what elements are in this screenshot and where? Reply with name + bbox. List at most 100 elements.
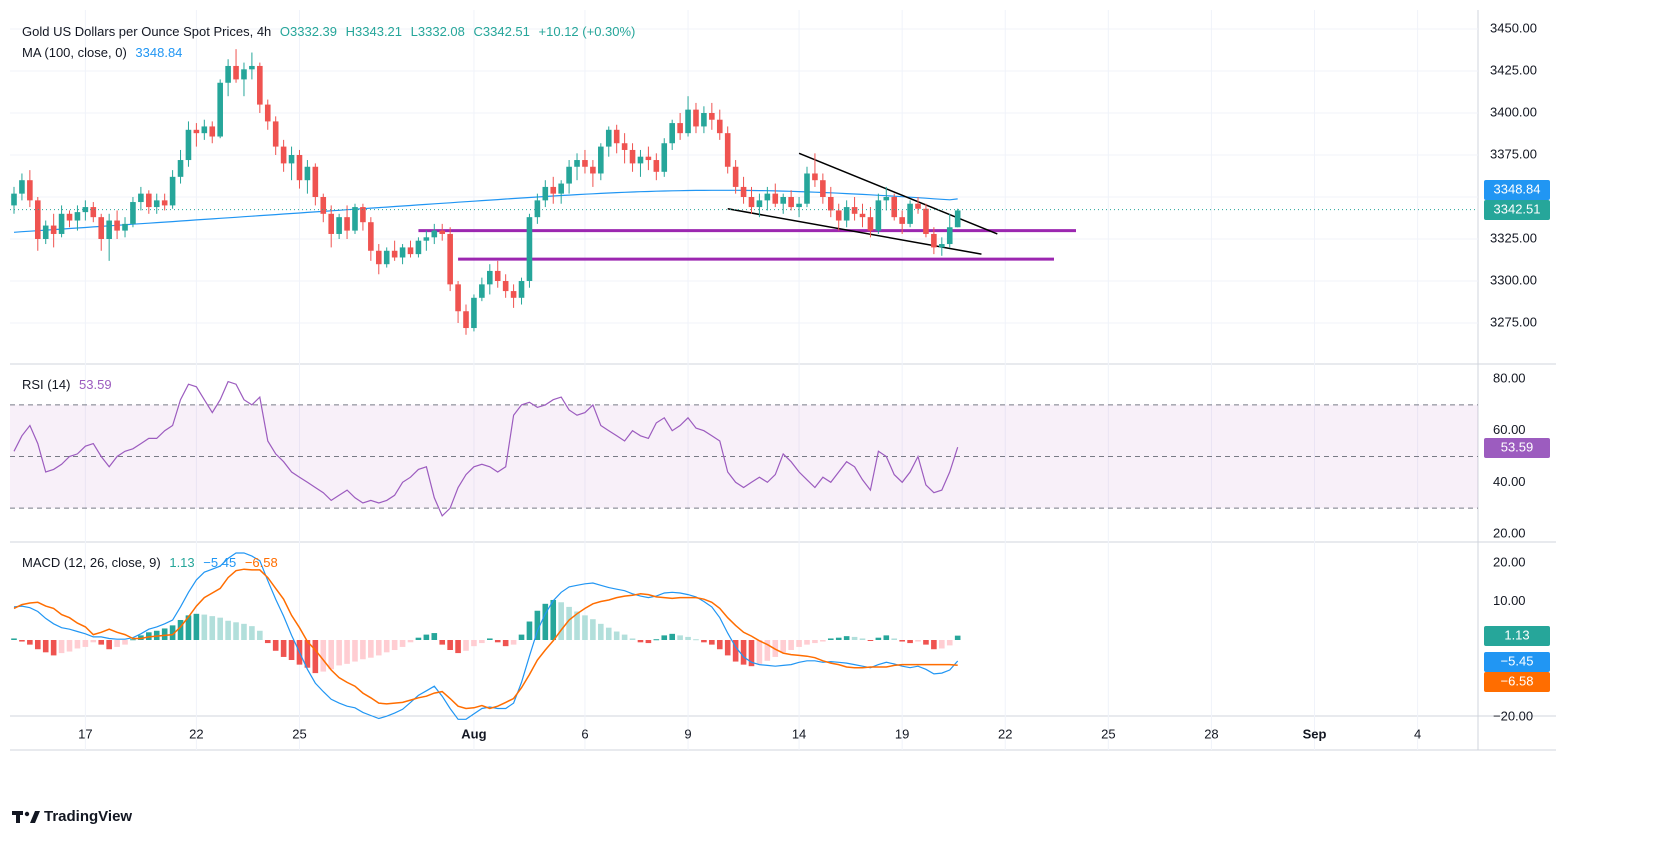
candle[interactable] [915,197,921,214]
candle[interactable] [693,102,699,134]
candle[interactable] [66,210,73,228]
candle[interactable] [272,116,279,155]
candle[interactable] [566,160,572,194]
candle[interactable] [185,121,192,167]
candle[interactable] [724,126,731,174]
candle[interactable] [447,227,453,292]
candle[interactable] [859,203,866,228]
candle[interactable] [621,133,628,164]
candle[interactable] [510,284,517,308]
candle[interactable] [217,79,223,139]
candle[interactable] [415,237,422,258]
candle[interactable] [19,173,25,201]
candle[interactable] [502,274,509,298]
candle[interactable] [383,247,390,268]
candle[interactable] [954,208,961,228]
candle[interactable] [344,205,350,239]
candle[interactable] [629,143,636,172]
candle[interactable] [772,183,779,208]
candle[interactable] [42,220,49,245]
candle[interactable] [716,109,723,140]
candle[interactable] [487,264,493,295]
candle[interactable] [407,240,414,258]
candle[interactable] [867,207,874,238]
candle[interactable] [764,186,771,211]
candle[interactable] [225,59,231,97]
candle[interactable] [558,180,564,204]
candle[interactable] [740,176,747,204]
rsi-pane[interactable] [10,380,1478,517]
candle[interactable] [169,170,176,209]
candle[interactable] [114,210,120,239]
candle[interactable] [661,138,668,177]
candle[interactable] [637,149,644,177]
macd-pane[interactable] [11,552,961,720]
candle[interactable] [193,123,200,147]
candle[interactable] [122,217,128,238]
candle[interactable] [50,213,57,248]
candle[interactable] [788,190,794,211]
candle[interactable] [138,186,144,211]
candle[interactable] [336,213,342,239]
candle[interactable] [820,173,826,204]
candle[interactable] [875,193,882,234]
candle[interactable] [709,102,715,130]
candle[interactable] [542,180,549,208]
candle[interactable] [677,113,683,140]
candle[interactable] [280,139,287,172]
candle[interactable] [264,99,271,130]
candle[interactable] [304,160,311,194]
candle[interactable] [732,160,739,194]
candle[interactable] [605,126,612,157]
candle[interactable] [796,197,802,218]
candle[interactable] [931,227,937,255]
signal-line[interactable] [13,568,958,710]
candle[interactable] [352,203,358,234]
candle[interactable] [201,119,208,140]
candle[interactable] [891,193,898,221]
candle[interactable] [455,281,461,323]
rsi-line[interactable] [13,380,959,517]
candle[interactable] [296,149,303,189]
wedge-upper-trendline[interactable] [798,152,998,235]
candle[interactable] [645,146,652,171]
candle[interactable] [780,193,787,214]
candle[interactable] [312,163,319,206]
candle[interactable] [843,200,850,228]
candle[interactable] [233,49,239,83]
candle[interactable] [598,143,604,181]
candle[interactable] [669,119,675,150]
candle[interactable] [463,304,469,335]
candle[interactable] [328,205,334,248]
candle[interactable] [82,200,89,221]
candle[interactable] [835,203,842,231]
price-pane[interactable] [10,49,1478,335]
candle[interactable] [130,197,136,228]
candle[interactable] [851,197,858,221]
tradingview-logo[interactable]: TradingView [12,808,132,825]
candle[interactable] [98,213,105,251]
candle[interactable] [939,237,945,256]
ma-legend[interactable]: MA (100, close, 0) 3348.84 [22,45,187,60]
candle[interactable] [907,200,913,228]
candle[interactable] [685,96,691,137]
candle[interactable] [471,294,477,332]
candle[interactable] [288,146,295,181]
candle[interactable] [590,160,596,187]
candle[interactable] [399,244,406,265]
candle[interactable] [494,260,501,288]
candle[interactable] [923,203,929,238]
candle[interactable] [320,193,327,223]
candle[interactable] [439,223,446,241]
candle[interactable] [827,186,834,218]
candle[interactable] [106,213,112,261]
candle[interactable] [375,244,382,275]
candle[interactable] [34,197,41,251]
candle[interactable] [479,277,485,302]
candle[interactable] [701,106,707,134]
candle[interactable] [423,230,430,251]
candle[interactable] [582,149,588,174]
candle[interactable] [748,186,755,214]
candle[interactable] [883,186,890,211]
